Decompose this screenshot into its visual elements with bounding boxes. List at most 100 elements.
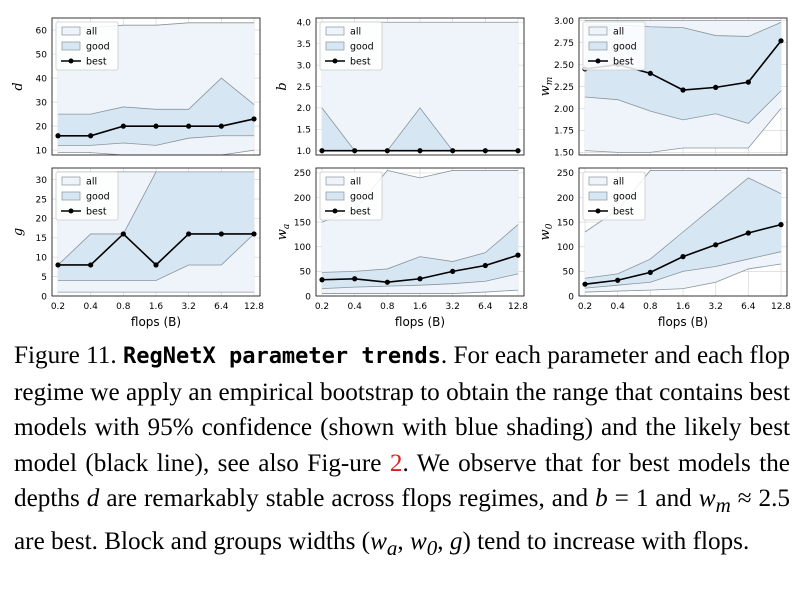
figure-caption: Figure 11. RegNetX parameter trends. For… — [14, 338, 790, 567]
x-tick-label: 6.4 — [478, 302, 493, 312]
x-tick-label: 0.2 — [51, 302, 65, 312]
series-best-point — [186, 123, 192, 129]
x-tick-label: 0.8 — [380, 302, 395, 312]
caption-var-wm-sub: m — [715, 493, 731, 518]
plot-frame — [578, 17, 788, 156]
series-best-point — [615, 277, 621, 283]
y-tick-label: 50 — [300, 268, 312, 278]
y-tick-label: 15 — [36, 234, 47, 244]
caption-text-2: . We observe that for best models the de… — [14, 449, 790, 513]
chart-panel: 1.50 1.75 2.00 2.25 2.50 2.75 3.00 wm all good bes… — [538, 17, 788, 159]
legend-swatch-all — [61, 26, 81, 36]
series-good-band-upper-edge — [321, 224, 519, 273]
series-best-point — [384, 279, 390, 285]
legend-label-best: best — [86, 207, 107, 218]
y-tick-label: 30 — [36, 98, 48, 108]
series-good-band-upper-edge — [58, 77, 255, 115]
y-axis-label: g — [11, 228, 26, 236]
series-best-point — [186, 231, 192, 237]
legend-swatch-all — [61, 176, 81, 186]
series-best-point — [352, 148, 358, 154]
legend-label-all: all — [86, 27, 97, 38]
legend-swatch-good — [588, 41, 608, 51]
plot-frame — [315, 17, 525, 156]
legend-swatch-good — [61, 191, 81, 201]
legend-swatch-good — [588, 191, 608, 201]
figure-reference-link[interactable]: 2 — [389, 449, 403, 477]
y-tick-label: 2.50 — [554, 61, 574, 71]
legend-swatch-best-marker — [595, 208, 601, 214]
series-best-point — [55, 262, 61, 268]
legend-label-all: all — [613, 27, 624, 38]
series-best-point — [515, 148, 521, 154]
caption-var-d: d — [86, 485, 100, 513]
caption-var-b: b — [595, 485, 608, 513]
x-tick-label: 0.4 — [611, 302, 626, 312]
series-all-band-lower-edge — [322, 289, 519, 294]
x-axis-label: flops (B) — [658, 315, 708, 329]
y-tick-label: 2.5 — [297, 83, 311, 93]
legend-swatch-good — [325, 41, 345, 51]
y-tick-label: 3.00 — [554, 17, 574, 27]
series-all-band-lower-edge — [584, 263, 782, 293]
legend-label-best: best — [86, 57, 107, 68]
series-good-band-lower-edge — [584, 251, 782, 289]
series-best-point — [251, 116, 257, 122]
series-best-point — [582, 281, 588, 287]
legend-swatch-all — [588, 26, 608, 36]
x-tick-label: 12.8 — [244, 302, 264, 312]
series-best-point — [450, 268, 456, 274]
y-tick-label: 2.75 — [554, 39, 574, 49]
x-axis-label: flops (B) — [395, 315, 445, 329]
y-tick-label: 20 — [36, 215, 48, 225]
legend-label-all: all — [350, 27, 361, 38]
plot-frame — [51, 167, 261, 297]
series-best-point — [482, 148, 488, 154]
x-tick-label: 0.8 — [643, 302, 658, 312]
y-tick-label: 30 — [36, 176, 48, 186]
caption-var-wa-sub: a — [386, 536, 398, 561]
y-tick-label: 50 — [563, 268, 575, 278]
y-tick-label: 2.00 — [554, 105, 574, 115]
y-tick-label: 1.75 — [554, 127, 574, 137]
legend-swatch-good — [61, 41, 81, 51]
figure-charts: 102030405060dallgoodbest1.01.52.02.53.03… — [11, 17, 791, 329]
legend-label-good: good — [613, 192, 637, 203]
series-best-point — [778, 222, 784, 228]
series-best-point — [218, 231, 224, 237]
caption-var-wa: w — [370, 528, 387, 555]
series-best-point — [745, 230, 751, 236]
y-tick-label: 0 — [41, 292, 47, 302]
legend-swatch-all — [325, 26, 345, 36]
caption-title: RegNetX parameter trends — [122, 344, 441, 369]
x-tick-label: 1.6 — [413, 302, 428, 312]
legend-label-best: best — [613, 57, 634, 68]
x-tick-label: 0.2 — [315, 302, 329, 312]
caption-var-g: g — [449, 528, 463, 555]
caption-figure-label: Figure 11. — [14, 342, 117, 369]
series-best-point — [778, 38, 784, 44]
series-best-point — [482, 262, 488, 269]
plot-frame — [315, 167, 525, 297]
series-best-point — [647, 70, 653, 76]
x-tick-label: 12.8 — [508, 302, 528, 312]
x-tick-label: 12.8 — [771, 302, 791, 312]
y-tick-label: 4.0 — [297, 19, 312, 29]
y-tick-label: 2.25 — [554, 83, 574, 93]
y-tick-label: 250 — [294, 169, 311, 179]
caption-text-6: ) tend to increase with flops. — [462, 528, 750, 555]
y-tick-label: 40 — [36, 74, 48, 84]
series-good-band — [322, 107, 518, 151]
series-best-point — [88, 262, 94, 268]
series-best-point — [120, 231, 126, 237]
series-best-point — [153, 262, 159, 268]
y-tick-label: 1.0 — [297, 147, 312, 157]
y-tick-label: 10 — [36, 254, 48, 264]
series-best-point — [417, 276, 423, 282]
y-tick-label: 3.5 — [297, 40, 311, 50]
caption-var-wm: w — [698, 485, 716, 513]
x-tick-label: 6.4 — [214, 302, 229, 312]
series-best-point — [745, 79, 751, 85]
legend-label-good: good — [86, 192, 110, 203]
y-tick-label: 0 — [568, 292, 574, 302]
